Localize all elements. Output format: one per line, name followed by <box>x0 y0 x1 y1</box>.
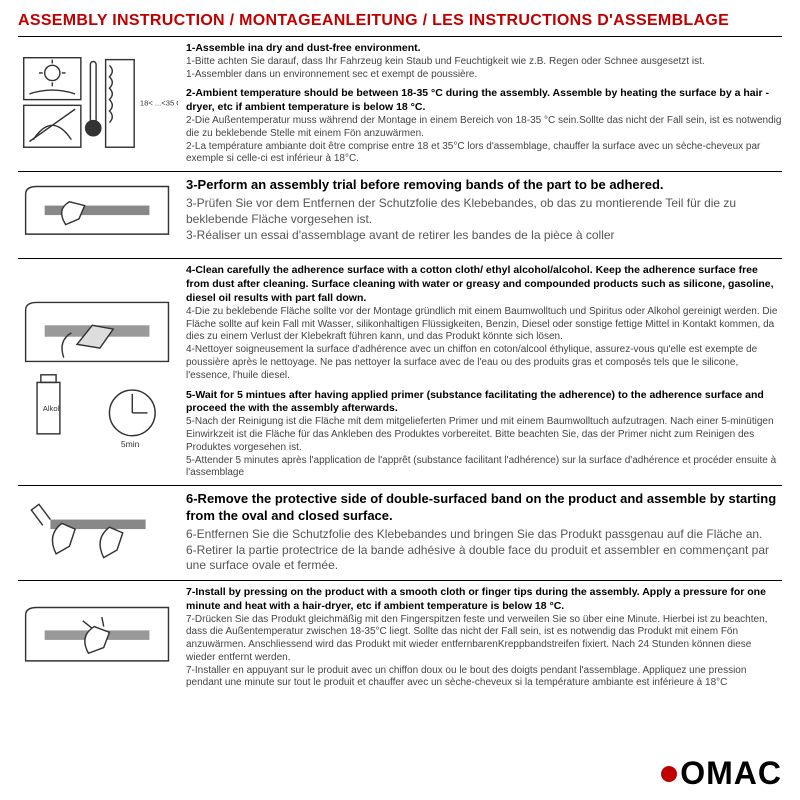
step3-de: 3-Prüfen Sie vor dem Entfernen der Schut… <box>186 196 736 226</box>
step5-lead: 5-Wait for 5 mintues after having applie… <box>186 389 764 415</box>
step6-fr: 6-Retirer la partie protectrice de la ba… <box>186 543 769 573</box>
step7-fr: 7-Installer en appuyant sur le produit a… <box>186 665 746 689</box>
illus-trial <box>18 177 186 253</box>
step3-fr: 3-Réaliser un essai d'assemblage avant d… <box>186 228 615 242</box>
svg-text:Alkol: Alkol <box>43 404 60 413</box>
step4-de: 4-Die zu beklebende Fläche sollte vor de… <box>186 306 777 343</box>
step-6: 6-Remove the protective side of double-s… <box>18 485 782 580</box>
step7-de: 7-Drücken Sie das Produkt gleichmäßig mi… <box>186 614 767 663</box>
step2-fr: 2-La température ambiante doit être comp… <box>186 141 760 165</box>
illus-environment: 18< ...<35 C <box>18 42 186 166</box>
brand-area: OMAC <box>18 749 782 792</box>
brand-dot-icon <box>661 766 677 782</box>
step5-fr: 5-Attender 5 minutes après l'application… <box>186 455 776 479</box>
step-7: 7-Install by pressing on the product wit… <box>18 580 782 695</box>
illus-peel <box>18 491 186 575</box>
step-3-text: 3-Perform an assembly trial before remov… <box>186 177 782 253</box>
step5-de: 5-Nach der Reinigung ist die Fläche mit … <box>186 416 774 453</box>
step-4-5-text: 4-Clean carefully the adherence surface … <box>186 264 782 480</box>
step-1-2-text: 1-Assemble ina dry and dust-free environ… <box>186 42 782 166</box>
brand-name: OMAC <box>680 755 782 792</box>
temp-label: 18< ...<35 C <box>140 98 178 107</box>
svg-text:5min: 5min <box>121 439 140 449</box>
step-1-2: 18< ...<35 C 1-Assemble ina dry and dust… <box>18 36 782 171</box>
step-7-text: 7-Install by pressing on the product wit… <box>186 586 782 690</box>
step2-lead: 2-Ambient temperature should be between … <box>186 87 769 113</box>
step1-de: 1-Bitte achten Sie darauf, dass Ihr Fahr… <box>186 56 705 67</box>
step2-de: 2-Die Außentemperatur muss während der M… <box>186 115 781 139</box>
step7-lead: 7-Install by pressing on the product wit… <box>186 586 766 612</box>
illus-clean-wait: Alkol 5min <box>18 264 186 480</box>
step1-lead: 1-Assemble ina dry and dust-free environ… <box>186 42 421 54</box>
step4-lead: 4-Clean carefully the adherence surface … <box>186 264 774 304</box>
step-3: 3-Perform an assembly trial before remov… <box>18 171 782 258</box>
illus-press <box>18 586 186 690</box>
brand-logo: OMAC <box>660 755 782 792</box>
step-4-5: Alkol 5min 4-Clean carefully the adheren… <box>18 258 782 485</box>
step6-de: 6-Entfernen Sie die Schutzfolie des Kleb… <box>186 527 762 541</box>
instruction-sheet: ASSEMBLY INSTRUCTION / MONTAGEANLEITUNG … <box>0 0 800 800</box>
step3-lead: 3-Perform an assembly trial before remov… <box>186 177 782 194</box>
page-title: ASSEMBLY INSTRUCTION / MONTAGEANLEITUNG … <box>18 12 782 30</box>
step6-lead: 6-Remove the protective side of double-s… <box>186 491 782 525</box>
step-6-text: 6-Remove the protective side of double-s… <box>186 491 782 575</box>
step4-fr: 4-Nettoyer soigneusement la surface d'ad… <box>186 344 757 381</box>
step1-fr: 1-Assembler dans un environnement sec et… <box>186 69 477 80</box>
